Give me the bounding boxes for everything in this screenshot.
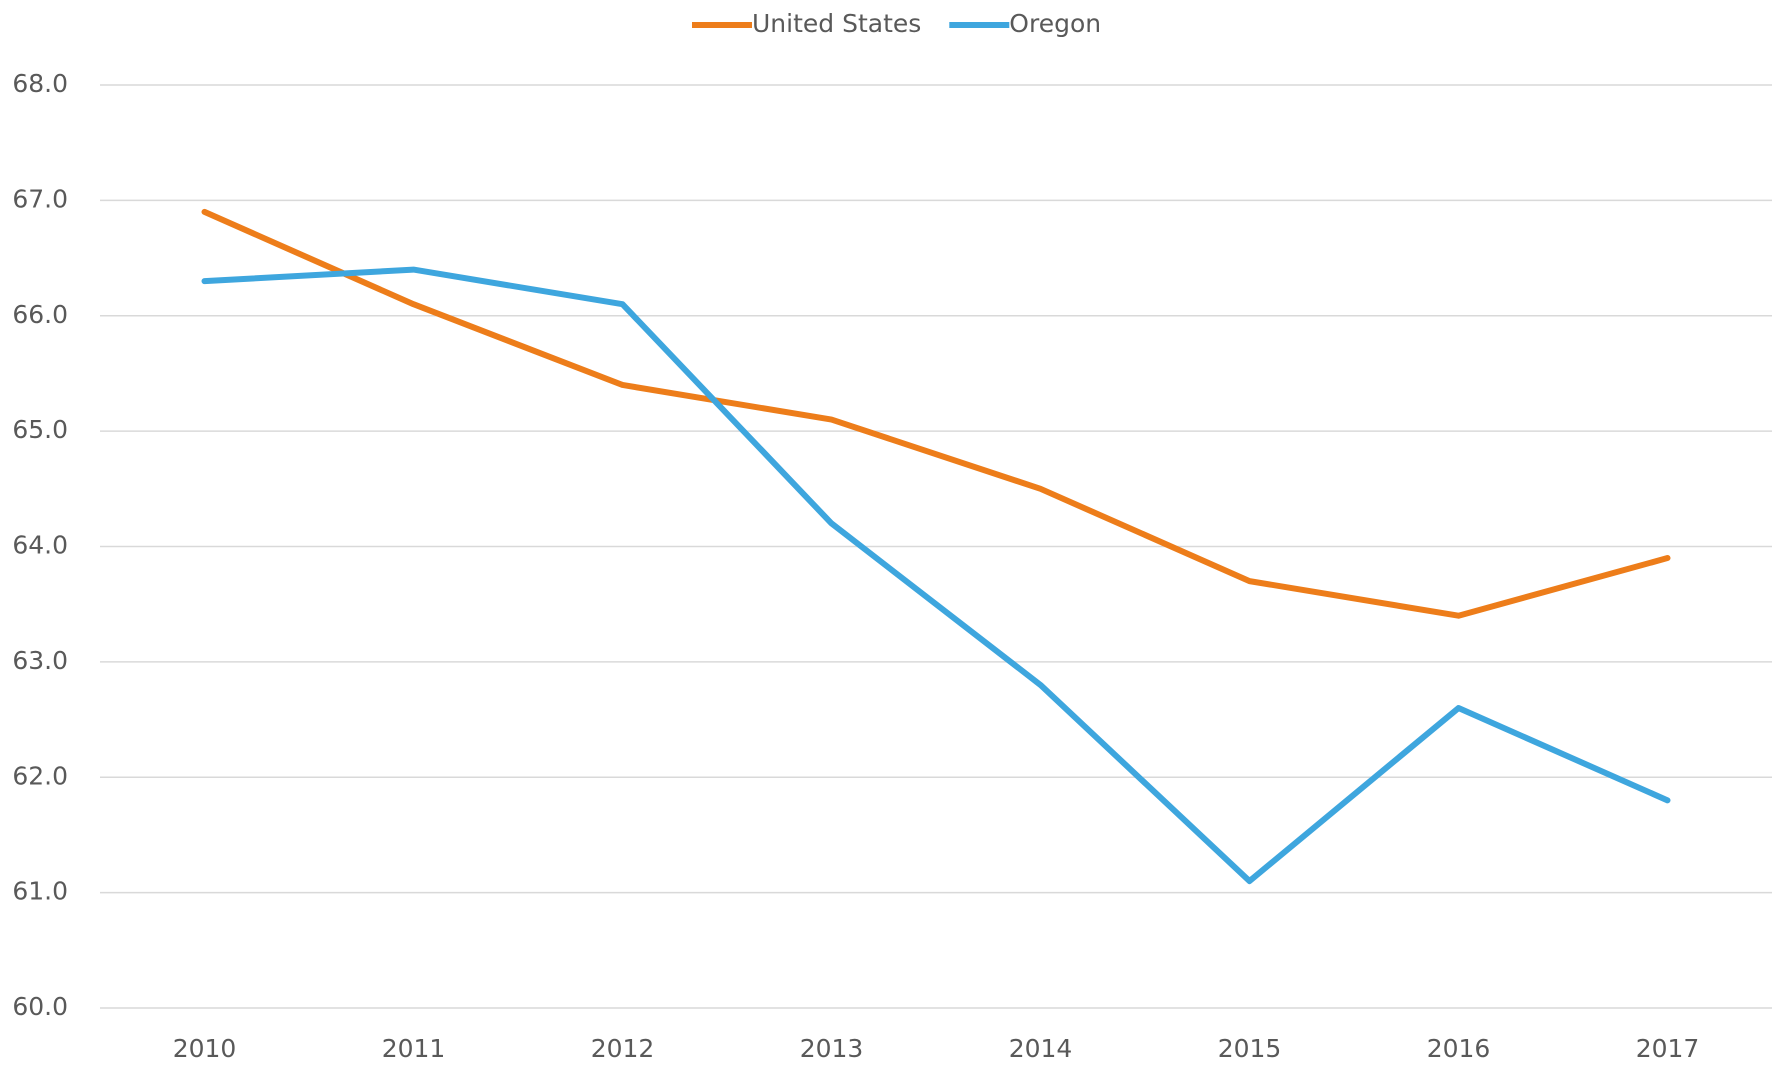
series-line [201, 208, 1671, 619]
x-tick-label: 2014 [1009, 1034, 1073, 1063]
x-tick-label: 2010 [173, 1034, 237, 1063]
legend-label: United States [752, 9, 921, 38]
x-tick-label: 2011 [382, 1034, 446, 1063]
series-line [201, 266, 1671, 885]
x-tick-label: 2013 [800, 1034, 864, 1063]
y-tick-label: 61.0 [12, 877, 68, 906]
x-tick-label: 2016 [1427, 1034, 1491, 1063]
y-tick-label: 64.0 [12, 531, 68, 560]
x-tick-label: 2017 [1636, 1034, 1700, 1063]
y-tick-label: 65.0 [12, 415, 68, 444]
y-tick-label: 60.0 [12, 992, 68, 1021]
legend-label: Oregon [1009, 9, 1101, 38]
y-tick-label: 66.0 [12, 300, 68, 329]
x-tick-label: 2012 [591, 1034, 655, 1063]
x-tick-label: 2015 [1218, 1034, 1282, 1063]
y-tick-label: 68.0 [12, 69, 68, 98]
y-tick-label: 67.0 [12, 184, 68, 213]
y-tick-label: 63.0 [12, 646, 68, 675]
y-tick-label: 62.0 [12, 761, 68, 790]
